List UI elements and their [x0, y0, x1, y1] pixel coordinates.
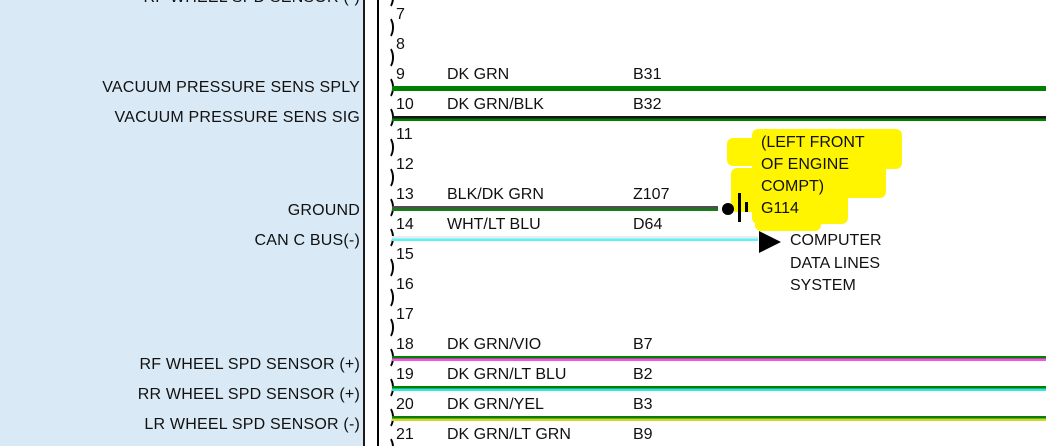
pin-row: 19 DK GRN/LT BLU B2: [0, 366, 1046, 399]
pin-number: 15: [396, 246, 414, 263]
pin-row: 16: [0, 276, 1046, 309]
ground-note-line: OF ENGINE: [761, 156, 850, 173]
wire-color-label: DK GRN/BLK: [447, 96, 544, 113]
pin-row: 17: [0, 306, 1046, 339]
ground-dot-icon: [722, 203, 734, 215]
panel-label: CAN C BUS(-): [254, 232, 360, 249]
wire-circuit-label: Z107: [633, 186, 670, 203]
panel-label: RF WHEEL SPD SENSOR (+): [139, 356, 360, 373]
terminal-arc-icon: [381, 136, 394, 159]
connector-line: [377, 0, 379, 446]
ground-bar-icon: [745, 202, 748, 212]
highlight-marker: [727, 138, 759, 166]
wire-circuit-label: B31: [633, 66, 662, 83]
pin-row: 14 WHT/LT BLU D64: [0, 216, 1046, 249]
ground-note-line: COMPT): [761, 178, 825, 195]
wire-color-label: DK GRN: [447, 66, 510, 83]
wire: [392, 236, 758, 241]
computer-note-line: DATA LINES: [790, 254, 881, 272]
wire-color-label: DK GRN/VIO: [447, 336, 542, 353]
wire-circuit-label: B2: [633, 366, 653, 383]
terminal-arc-icon: [381, 286, 394, 309]
wire-color-label: BLK/DK GRN: [447, 186, 544, 203]
wire-color-label: WHT/LT BLU: [447, 216, 541, 233]
wire: [392, 86, 1046, 91]
panel-label: LR WHEEL SPD SENSOR (-): [144, 416, 360, 433]
pin-row: 13 BLK/DK GRN Z107: [0, 186, 1046, 219]
wire-circuit-label: B9: [633, 426, 653, 443]
pin-row: 11: [0, 126, 1046, 159]
panel-label: VACUUM PRESSURE SENS SPLY: [102, 79, 360, 96]
pin-number: 21: [396, 426, 414, 443]
pin-number: 10: [396, 96, 414, 113]
ground-note-line: (LEFT FRONT: [761, 134, 865, 151]
ground-note-line: G114: [761, 200, 799, 217]
pin-row: 15: [0, 246, 1046, 279]
terminal-arc-icon: [381, 436, 394, 446]
terminal-arc-icon: [381, 46, 394, 69]
pin-number: 17: [396, 306, 414, 323]
pin-number: 16: [396, 276, 414, 293]
pin-row: 20 DK GRN/YEL B3: [0, 396, 1046, 429]
sensor-label-panel: RF WHEEL SPD SENSOR (-) VACUUM PRESSURE S…: [0, 0, 365, 446]
wire-color-label: DK GRN/LT BLU: [447, 366, 567, 383]
wire-color-label: DK GRN/LT GRN: [447, 426, 571, 443]
pin-row: 12: [0, 156, 1046, 189]
pin-number: 8: [396, 36, 405, 53]
wire-circuit-label: B7: [633, 336, 653, 353]
panel-label: RF WHEEL SPD SENSOR (-): [144, 0, 360, 6]
wire: [392, 116, 1046, 121]
panel-label: VACUUM PRESSURE SENS SIG: [114, 109, 360, 126]
wire-color-label: DK GRN/YEL: [447, 396, 544, 413]
terminal-arc-icon: [381, 16, 394, 39]
wire: [392, 356, 1046, 361]
highlight-marker: [752, 162, 886, 198]
computer-data-lines-note: COMPUTER DATA LINES SYSTEM: [790, 230, 882, 298]
pin-number: 13: [396, 186, 414, 203]
pin-number: 11: [396, 126, 413, 143]
pin-number: 18: [396, 336, 414, 353]
pin-row: 7: [0, 6, 1046, 39]
computer-note-line: SYSTEM: [790, 277, 856, 294]
pin-number: 9: [396, 66, 405, 83]
wire-circuit-label: B32: [633, 96, 662, 113]
pin-number: 12: [396, 156, 414, 173]
computer-note-line: COMPUTER: [790, 232, 882, 249]
wire: [392, 386, 1046, 391]
highlight-marker: [755, 219, 821, 231]
pin-row: 21 DK GRN/LT GRN B9: [0, 426, 1046, 446]
wire-circuit-label: D64: [633, 216, 663, 233]
pin-number: 19: [396, 366, 414, 383]
ground-icon: [720, 192, 754, 224]
wire: [392, 416, 1046, 421]
pin-row: 9 DK GRN B31: [0, 66, 1046, 99]
pin-row: 8: [0, 36, 1046, 69]
pin-number: 14: [396, 216, 414, 233]
panel-label: RR WHEEL SPD SENSOR (+): [137, 386, 360, 403]
wire-circuit-label: B3: [633, 396, 653, 413]
ground-bar-icon: [738, 193, 741, 222]
arrow-right-icon: [759, 231, 781, 253]
pin-number: 20: [396, 396, 414, 413]
pin-row: 10 DK GRN/BLK B32: [0, 96, 1046, 129]
pin-row: 6: [0, 0, 1046, 9]
pin-number: 7: [396, 6, 405, 23]
wire: [392, 206, 718, 211]
highlight-marker: [731, 168, 757, 212]
pin-row: 18 DK GRN/VIO B7: [0, 336, 1046, 369]
panel-label: GROUND: [287, 202, 360, 219]
terminal-arc-icon: [381, 316, 394, 339]
terminal-arc-icon: [381, 166, 394, 189]
terminal-arc-icon: [381, 256, 394, 279]
ground-location-note: (LEFT FRONT OF ENGINE COMPT) G114: [761, 132, 865, 220]
